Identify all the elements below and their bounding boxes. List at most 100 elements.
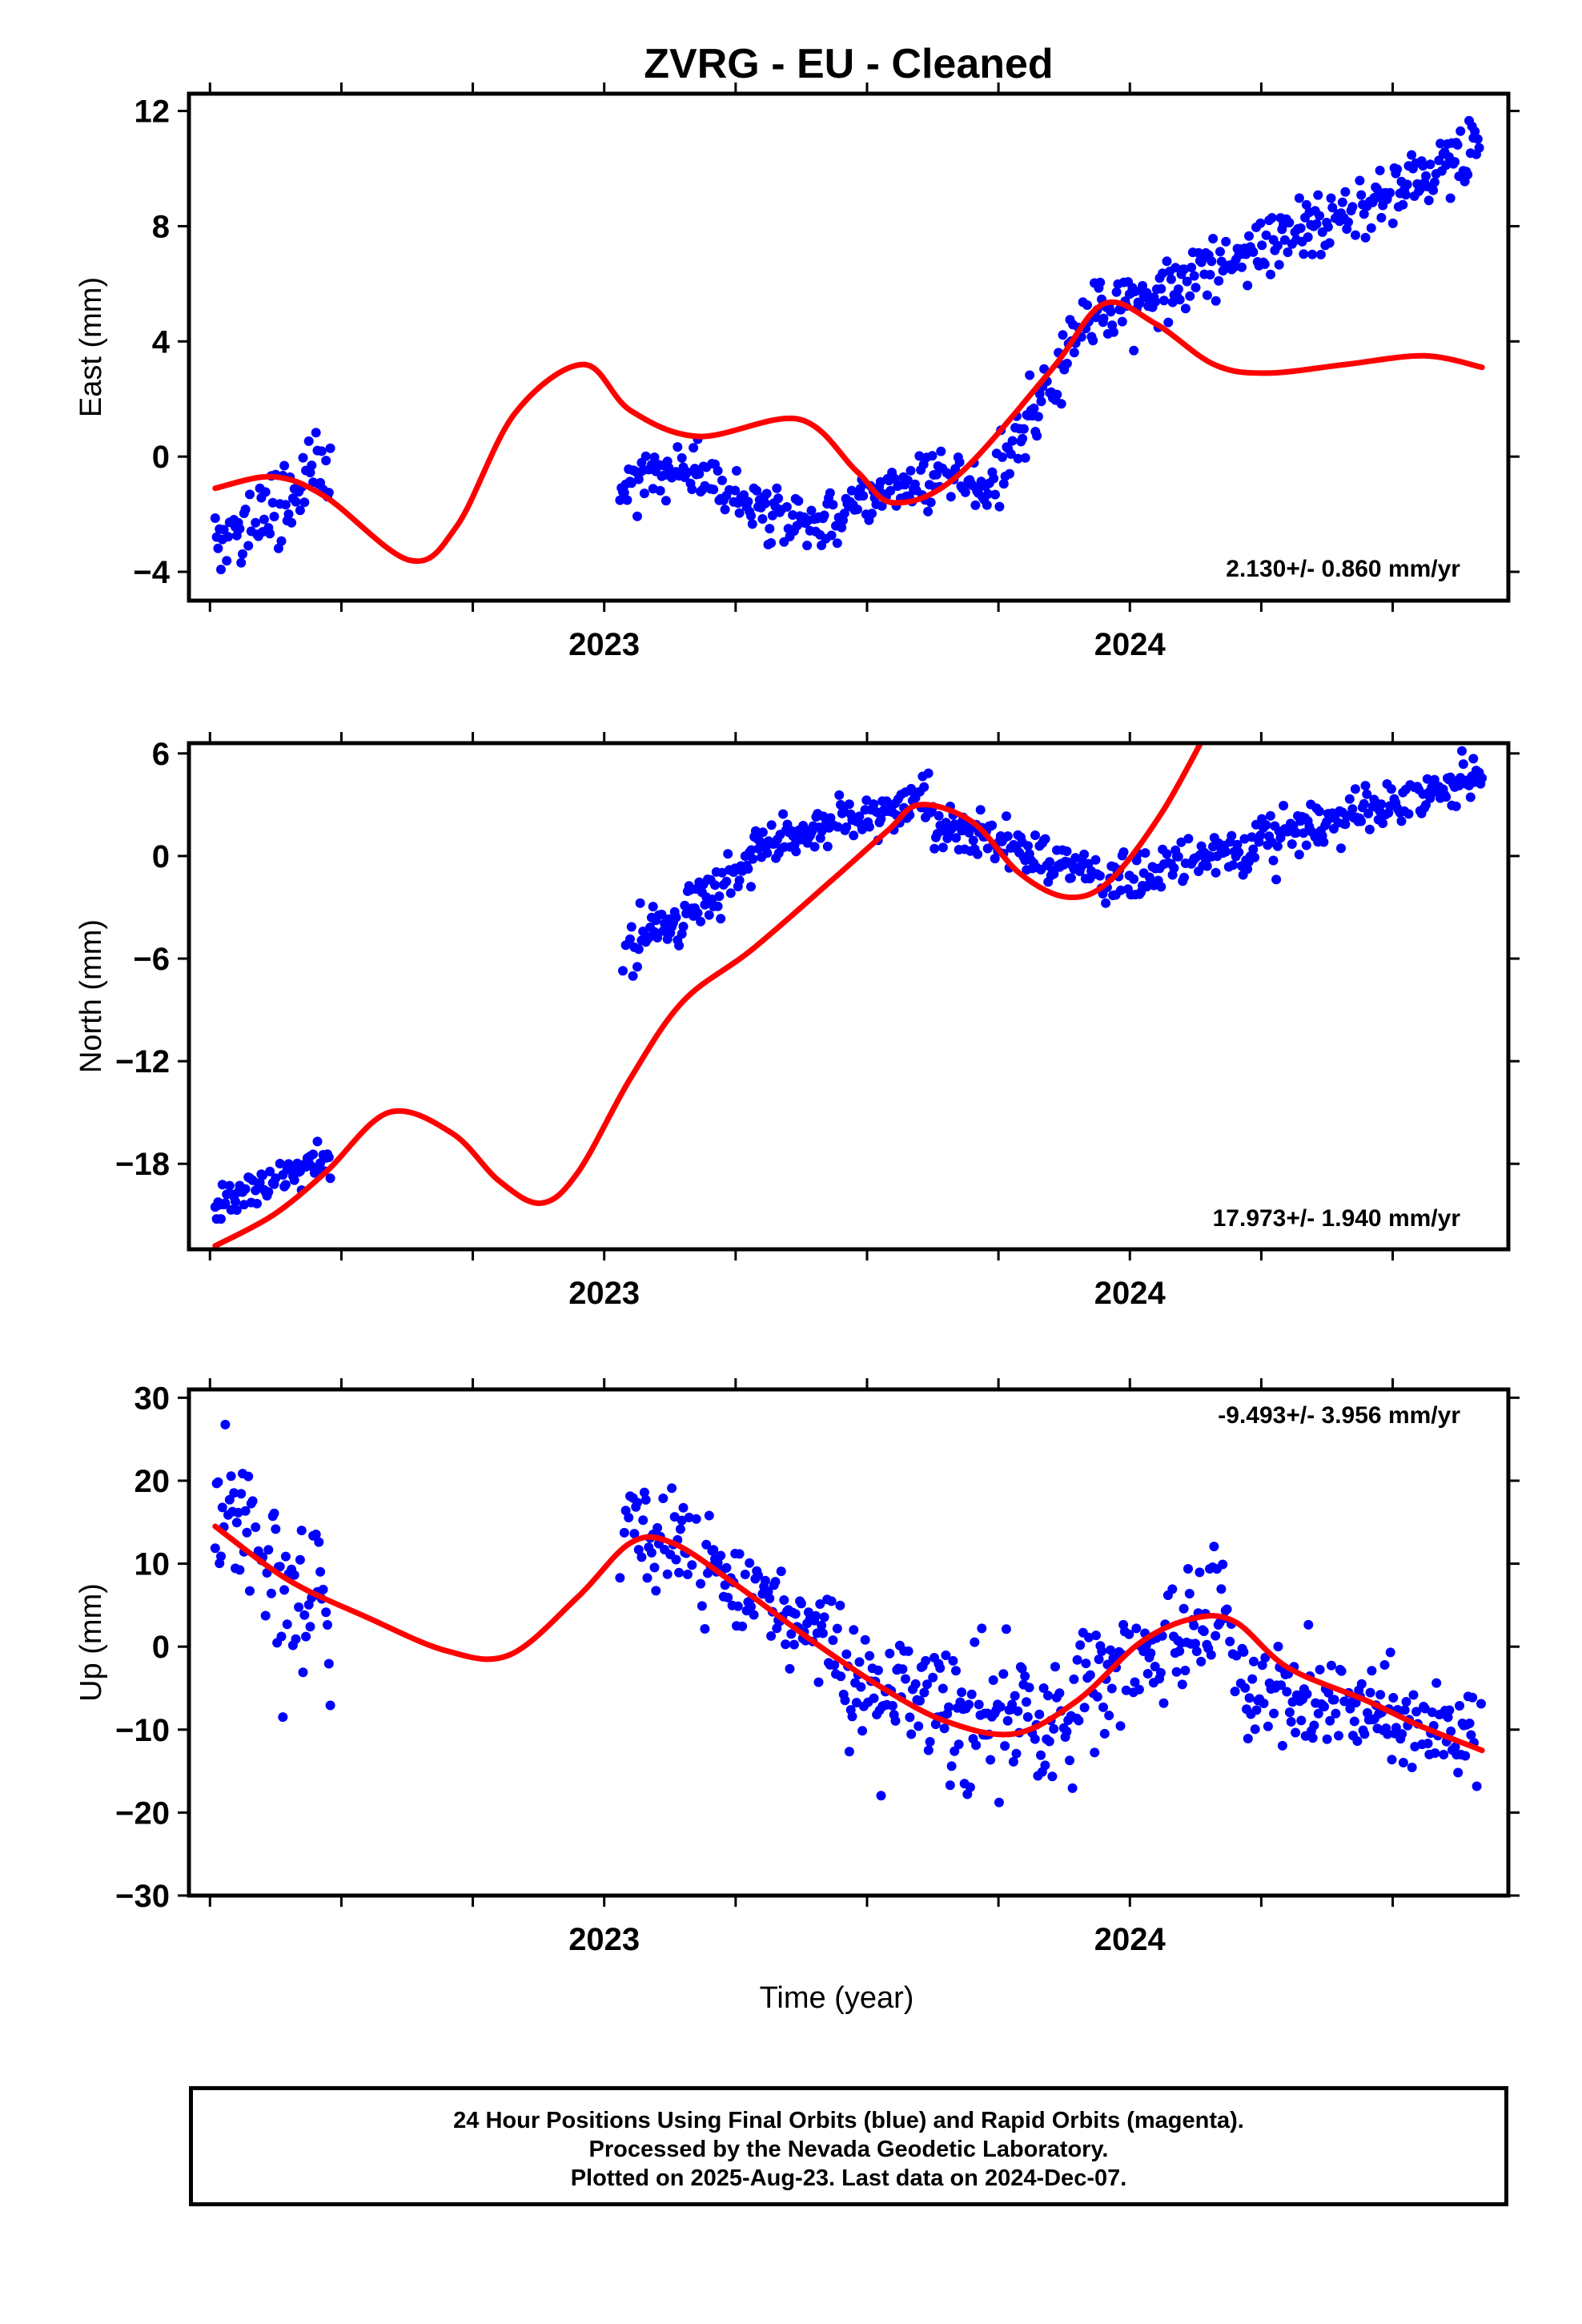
data-point — [243, 541, 254, 551]
data-point — [269, 1508, 279, 1518]
data-point — [1400, 190, 1411, 200]
data-point — [213, 543, 223, 553]
data-point — [876, 1791, 886, 1801]
data-point — [714, 891, 725, 902]
data-point — [781, 502, 792, 512]
data-point — [236, 557, 247, 568]
data-point — [717, 475, 727, 485]
data-point — [1179, 264, 1190, 275]
data-point — [723, 1592, 733, 1602]
data-point — [252, 1199, 262, 1208]
data-point — [1439, 1750, 1449, 1759]
data-point — [1271, 875, 1282, 885]
data-point — [1032, 431, 1042, 441]
data-point — [689, 443, 699, 453]
data-point — [730, 485, 741, 496]
data-point — [905, 1712, 915, 1723]
data-point — [910, 1679, 921, 1689]
data-point — [1315, 249, 1326, 259]
data-point — [1247, 832, 1257, 842]
data-point — [1367, 1666, 1377, 1676]
data-point — [1109, 327, 1118, 337]
data-point — [312, 1136, 323, 1147]
data-point — [298, 1667, 308, 1678]
x-axis-label: Time (year) — [760, 1981, 914, 2015]
data-point — [770, 1577, 781, 1587]
data-point — [876, 814, 886, 824]
data-point — [1079, 849, 1090, 859]
data-point — [1261, 820, 1271, 830]
data-point — [1243, 1734, 1253, 1743]
data-point — [1163, 317, 1174, 328]
data-point — [923, 506, 934, 517]
data-point — [1398, 1758, 1408, 1767]
data-point — [1011, 1748, 1022, 1759]
data-point — [1040, 1760, 1050, 1771]
data-point — [1423, 1739, 1433, 1749]
data-point — [305, 1622, 315, 1632]
data-point — [1131, 1623, 1142, 1634]
data-point — [1375, 165, 1385, 175]
data-point — [701, 1539, 712, 1550]
data-point — [986, 1755, 996, 1765]
data-point — [1069, 348, 1079, 358]
data-point — [926, 497, 936, 508]
data-point — [1294, 850, 1304, 860]
data-point — [841, 822, 852, 832]
data-point — [809, 842, 820, 852]
data-point — [746, 511, 756, 521]
data-point — [280, 1551, 291, 1562]
data-point — [1045, 857, 1054, 867]
data-point — [1097, 1646, 1107, 1656]
data-point — [1079, 1703, 1090, 1713]
data-point — [1214, 275, 1224, 286]
data-point — [1323, 222, 1333, 232]
data-point — [1001, 1624, 1011, 1634]
data-point — [954, 457, 965, 468]
data-point — [651, 1586, 661, 1596]
data-point — [1386, 784, 1396, 794]
data-point — [1378, 818, 1388, 828]
data-point — [318, 1584, 328, 1594]
data-point — [869, 799, 879, 810]
data-point — [1340, 819, 1351, 830]
data-point — [1101, 898, 1111, 908]
data-point — [819, 510, 829, 521]
data-point — [707, 895, 717, 904]
y-axis-label: Up (mm) — [74, 1583, 108, 1702]
data-point — [1356, 816, 1367, 826]
data-point — [913, 1721, 924, 1731]
data-point — [1356, 190, 1367, 200]
data-point — [1067, 1783, 1078, 1793]
data-point — [776, 1566, 786, 1577]
data-point — [247, 1496, 258, 1506]
data-point — [813, 1677, 824, 1687]
data-point — [271, 1524, 281, 1534]
data-point — [260, 487, 271, 497]
data-point — [748, 854, 758, 864]
data-point — [1111, 287, 1122, 297]
data-point — [224, 1494, 235, 1505]
data-point — [856, 1682, 866, 1692]
data-point — [619, 1527, 629, 1538]
data-point — [691, 1514, 701, 1524]
data-point — [217, 1180, 227, 1190]
data-point — [1465, 792, 1476, 802]
y-tick-label: −6 — [133, 942, 170, 977]
data-point — [826, 1596, 837, 1606]
data-point — [1446, 1726, 1456, 1736]
data-point — [1460, 1751, 1471, 1761]
data-point — [1352, 1736, 1363, 1747]
data-point — [1249, 1656, 1259, 1667]
data-point — [1002, 811, 1011, 822]
data-point — [828, 500, 838, 510]
data-point — [1376, 799, 1387, 810]
x-tick-label: 2023 — [568, 1922, 640, 1957]
data-point — [1013, 453, 1023, 464]
data-point — [1279, 801, 1289, 810]
data-point — [217, 1502, 227, 1513]
data-point — [1402, 179, 1412, 190]
x-tick-label: 2024 — [1094, 1276, 1166, 1311]
y-tick-label: 20 — [135, 1464, 171, 1499]
data-point — [1140, 848, 1150, 858]
